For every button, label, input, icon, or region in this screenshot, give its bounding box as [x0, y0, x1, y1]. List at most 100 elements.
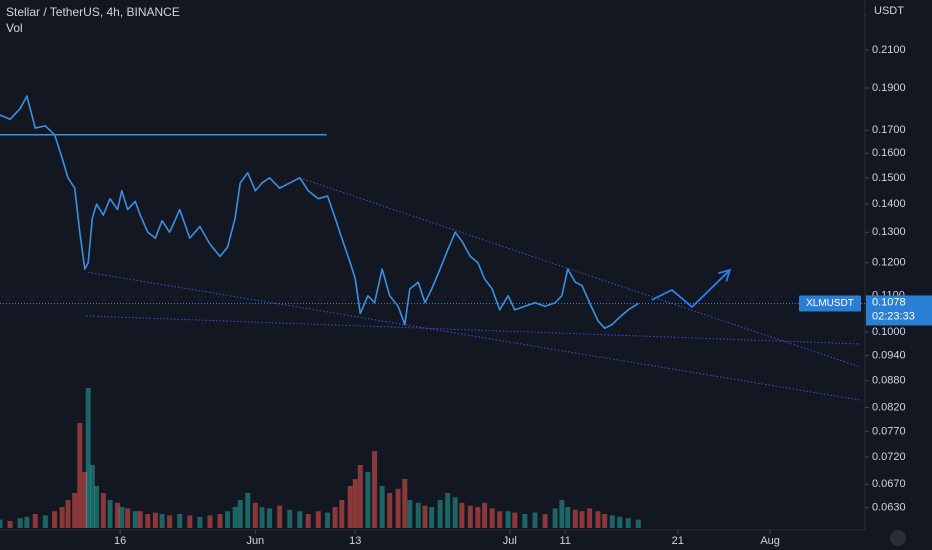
volume-bar — [119, 507, 125, 528]
volume-bar — [475, 507, 481, 528]
volume-bar — [625, 518, 631, 528]
volume-bar — [77, 423, 83, 528]
volume-bar — [315, 511, 321, 528]
volume-bar — [245, 493, 251, 528]
volume-bar — [125, 508, 131, 528]
volume-bar — [237, 500, 243, 528]
x-tick-label: Jul — [503, 535, 517, 547]
y-tick-label: 0.1300 — [872, 226, 906, 238]
volume-bar — [559, 500, 565, 528]
volume-bar — [402, 479, 408, 528]
x-tick-label: 21 — [672, 535, 684, 547]
volume-bar — [325, 512, 331, 528]
volume-bar — [497, 511, 503, 528]
y-tick-label: 0.1600 — [872, 147, 906, 159]
x-tick-label: Aug — [760, 535, 780, 547]
drawing-dotted — [299, 177, 861, 368]
y-tick-label: 0.1200 — [872, 257, 906, 269]
volume-bar — [7, 521, 13, 528]
volume-bar — [145, 514, 151, 528]
volume-bar — [635, 519, 641, 528]
volume-bar — [505, 511, 511, 528]
axis-label-bg — [866, 0, 932, 22]
y-tick-label: 0.0880 — [872, 374, 906, 386]
volume-bar — [65, 500, 71, 528]
volume-bar — [395, 488, 401, 528]
y-tick-label: 0.0940 — [872, 349, 906, 361]
countdown-label: 02:23:33 — [872, 310, 915, 322]
volume-bar — [379, 486, 385, 528]
volume-bar — [452, 497, 458, 528]
y-tick-label: 0.1000 — [872, 326, 906, 338]
y-axis-label: USDT — [874, 5, 904, 17]
symbol-label: XLMUSDT — [806, 298, 854, 309]
volume-bar — [252, 502, 258, 528]
price-badge — [866, 295, 932, 326]
volume-bar — [357, 465, 363, 528]
chart-subtitle: Vol — [6, 21, 23, 35]
volume-bar — [587, 508, 593, 528]
volume-bar — [197, 516, 203, 528]
volume-bar — [372, 451, 378, 528]
y-tick-label: 0.1900 — [872, 82, 906, 94]
volume-bar — [52, 511, 58, 528]
volume-bar — [167, 515, 173, 528]
volume-bar — [512, 512, 518, 528]
volume-bar — [115, 502, 121, 528]
volume-bar — [187, 515, 193, 528]
volume-bar — [89, 465, 95, 528]
volume-bar — [437, 500, 443, 528]
volume-bar — [277, 505, 283, 528]
price-label: 0.1078 — [872, 296, 906, 308]
logo[interactable] — [890, 530, 906, 546]
volume-bar — [152, 512, 158, 528]
volume-bar — [482, 502, 488, 528]
volume-bar — [232, 507, 238, 528]
volume-bar — [332, 507, 338, 528]
volume-bar — [267, 508, 273, 528]
y-tick-label: 0.0720 — [872, 451, 906, 463]
volume-bar — [32, 514, 38, 528]
volume-bar — [17, 518, 23, 528]
volume-bar — [305, 514, 311, 528]
price-line — [0, 95, 639, 330]
volume-bar — [100, 493, 106, 528]
volume-bar — [287, 509, 293, 528]
volume-bar — [595, 511, 601, 528]
volume-bar — [42, 515, 48, 528]
y-tick-label: 0.0670 — [872, 478, 906, 490]
y-tick-label: 0.1400 — [872, 198, 906, 210]
volume-bar — [217, 514, 223, 528]
x-tick-label: Jun — [246, 535, 264, 547]
drawing-dotted — [86, 315, 861, 345]
volume-bar — [365, 472, 371, 528]
volume-bar — [0, 519, 3, 528]
volume-bar — [422, 505, 428, 528]
y-tick-label: 0.0630 — [872, 502, 906, 514]
volume-bar — [339, 500, 345, 528]
volume-bar — [415, 502, 421, 528]
volume-bar — [72, 493, 78, 528]
volume-bar — [445, 493, 451, 528]
drawing-dotted — [88, 271, 861, 401]
volume-bar — [137, 511, 143, 528]
volume-bar — [347, 486, 353, 528]
volume-bar — [407, 500, 413, 528]
plot-area — [0, 95, 865, 528]
volume-bar — [59, 507, 65, 528]
volume-bar — [94, 486, 100, 528]
volume-bar — [107, 500, 113, 528]
arrow-head — [718, 268, 732, 282]
volume-bar — [579, 511, 585, 528]
volume-bar — [132, 511, 138, 528]
volume-bar — [552, 508, 558, 528]
x-tick-label: 16 — [114, 535, 126, 547]
x-tick-label: 13 — [349, 535, 361, 547]
volume-bar — [159, 514, 165, 528]
volume-bar — [259, 507, 265, 528]
volume-bar — [522, 514, 528, 528]
volume-bar — [225, 511, 231, 528]
volume-bar — [387, 493, 393, 528]
